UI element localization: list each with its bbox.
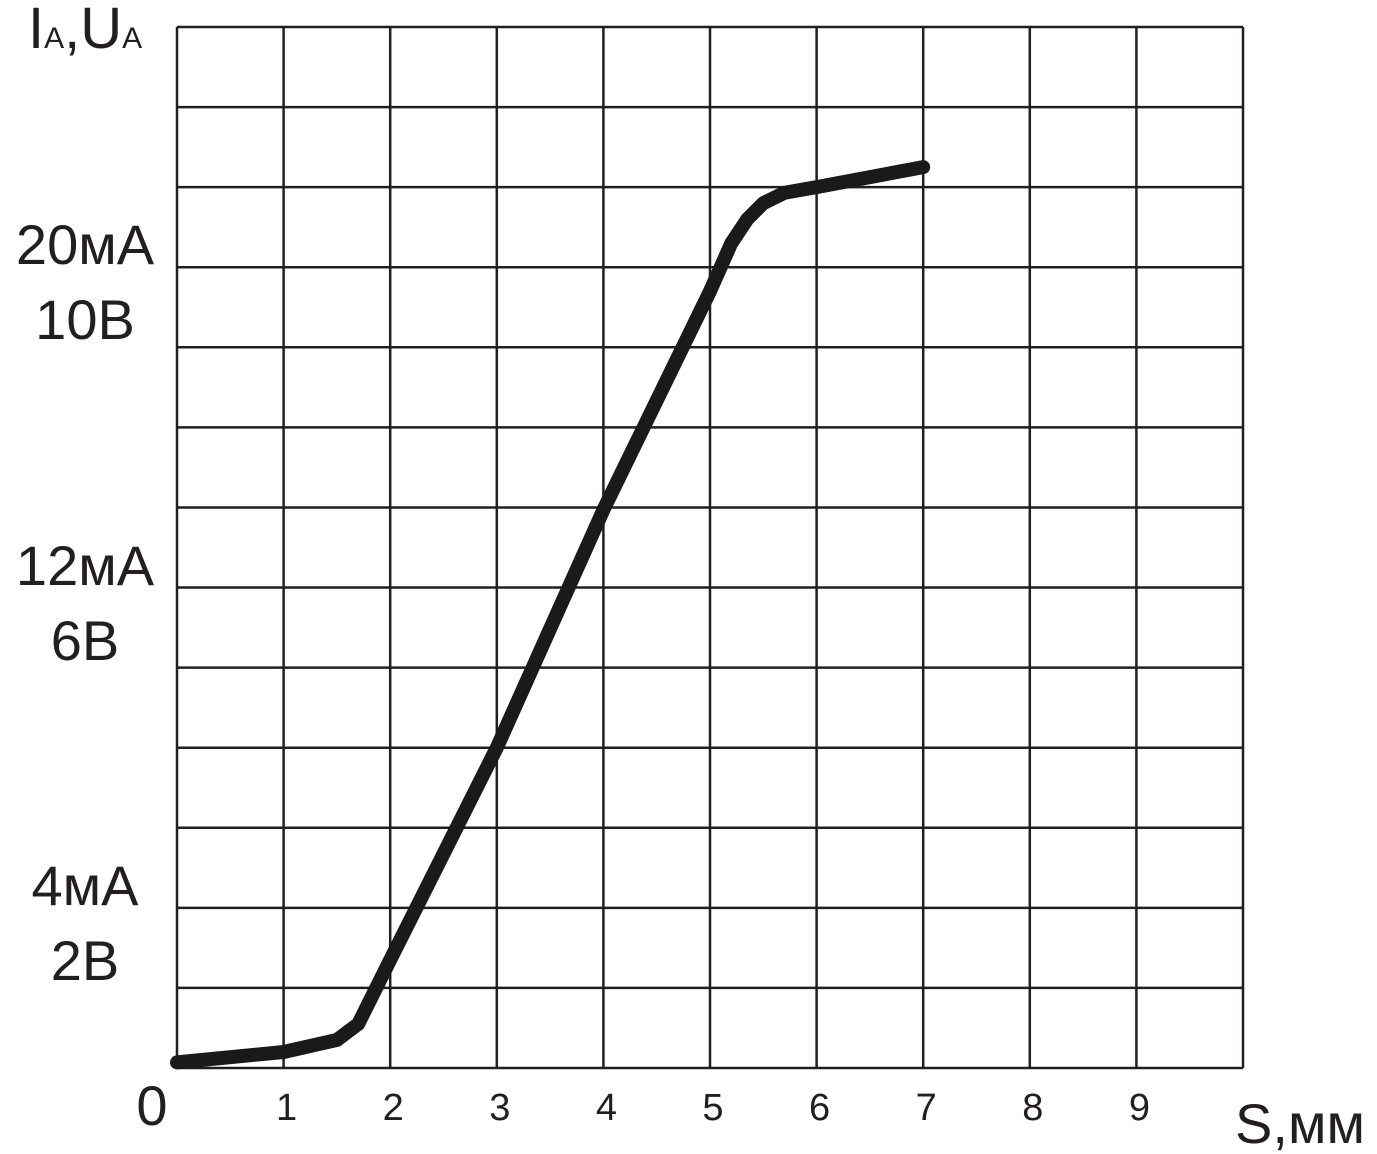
x-tick-label: 1 [276, 1087, 297, 1129]
x-tick-label: 9 [1129, 1087, 1150, 1129]
y-tick-label: 12мА 6В [15, 533, 155, 672]
origin-label: 0 [136, 1074, 167, 1137]
data-line [170, 160, 931, 1070]
y-tick-label: 4мА 2В [31, 853, 139, 992]
x-tick-label: 5 [702, 1087, 723, 1129]
y-axis-label: IA,UA [28, 0, 142, 61]
y-axis-label-part: ,U [64, 0, 122, 61]
x-tick-label: 4 [596, 1087, 617, 1129]
y-axis-label-part: A [44, 22, 64, 55]
x-tick-label: 7 [916, 1087, 937, 1129]
x-axis-label: S,мм [1235, 1092, 1365, 1154]
x-tick-label: 8 [1022, 1087, 1043, 1129]
x-tick-label: 2 [383, 1087, 404, 1129]
x-tick-label: 3 [489, 1087, 510, 1129]
y-axis-label-part: I [28, 0, 44, 61]
x-tick-label: 6 [809, 1087, 830, 1129]
y-axis-label-part: A [122, 22, 142, 55]
y-tick-label: 20мА 10В [15, 213, 155, 352]
